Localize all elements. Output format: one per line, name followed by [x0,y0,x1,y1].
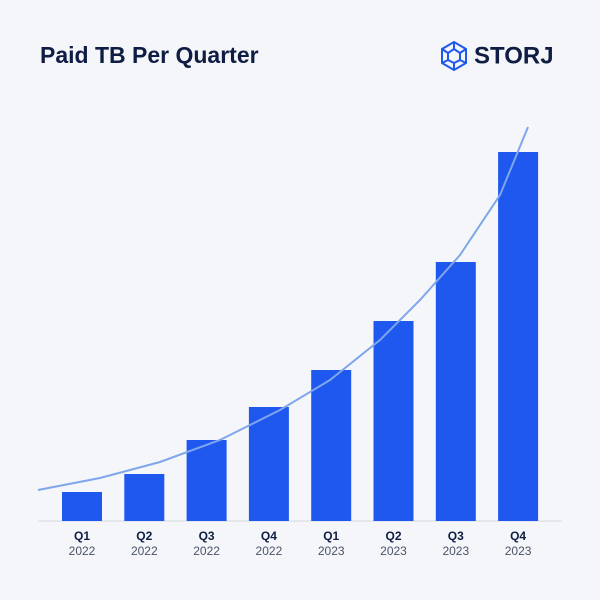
x-tick-year: 2022 [69,544,96,558]
bar [62,492,102,521]
x-tick-year: 2023 [505,544,532,558]
bar [435,262,476,521]
x-tick-quarter: Q3 [448,529,464,543]
logo-text: STORJ [474,42,554,69]
x-tick-year: 2023 [318,544,345,558]
x-tick-year: 2022 [193,544,220,558]
x-tick-quarter: Q4 [510,529,526,543]
bar [186,440,227,521]
x-tick-quarter: Q3 [199,529,215,543]
x-tick-year: 2023 [380,544,407,558]
bar [124,474,165,521]
trend-line [37,126,529,491]
bars [62,152,539,521]
x-tick-year: 2022 [256,544,283,558]
chart-title: Paid TB Per Quarter [40,42,259,68]
x-tick-year: 2022 [131,544,158,558]
x-tick-quarter: Q1 [74,529,90,543]
bar [248,407,289,521]
x-tick-year: 2023 [442,544,469,558]
logo-icon [441,40,467,72]
x-tick-quarter: Q4 [261,529,277,543]
bar [311,370,352,521]
x-tick-quarter: Q2 [136,529,152,543]
x-tick-quarter: Q2 [385,529,401,543]
bar [373,321,414,521]
x-tick-quarter: Q1 [323,529,339,543]
bar [498,152,539,521]
